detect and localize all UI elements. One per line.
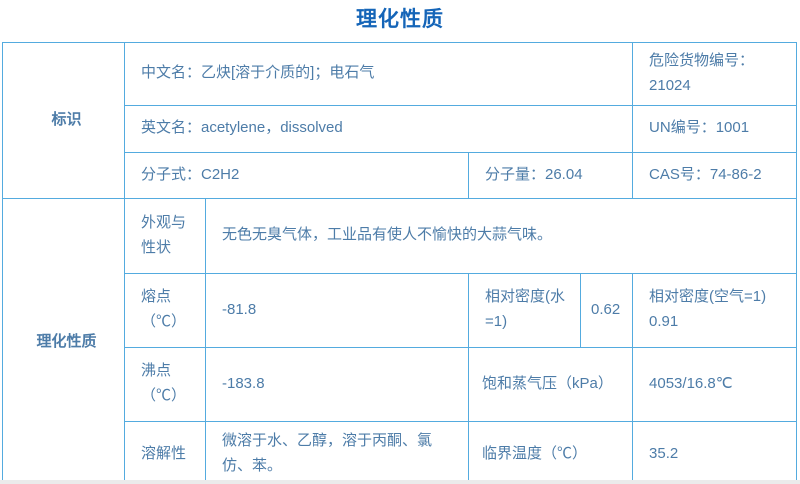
chemical-properties-table: 标识 中文名：乙炔[溶于介质的]；电石气 危险货物编号：21024 英文名：ac… bbox=[2, 42, 798, 484]
cas-number-cell: CAS号：74-86-2 bbox=[632, 151, 798, 199]
solubility-label-cell: 溶解性 bbox=[124, 420, 206, 484]
table-row: 溶解性 微溶于水、乙醇，溶于丙酮、氯仿、苯。 临界温度（℃） 35.2 bbox=[3, 420, 798, 484]
section-label-identification: 标识 bbox=[2, 42, 125, 199]
melting-point-label-cell: 熔点（℃） bbox=[124, 272, 206, 348]
table-row: 英文名：acetylene，dissolved UN编号：1001 bbox=[3, 104, 798, 153]
boiling-point-value-cell: -183.8 bbox=[205, 346, 469, 422]
critical-temperature-label-cell: 临界温度（℃） bbox=[467, 420, 634, 484]
vapor-pressure-value-cell: 4053/16.8℃ bbox=[632, 346, 798, 422]
vapor-pressure-label-cell: 饱和蒸气压（kPa） bbox=[467, 346, 634, 422]
section-label-properties: 理化性质 bbox=[2, 197, 125, 484]
table-row: 分子式：C2H2 分子量：26.04 CAS号：74-86-2 bbox=[3, 151, 798, 199]
table-row: 沸点（℃） -183.8 饱和蒸气压（kPa） 4053/16.8℃ bbox=[3, 346, 798, 422]
appearance-label-cell: 外观与性状 bbox=[124, 197, 206, 274]
page-title: 理化性质 bbox=[356, 8, 444, 31]
relative-density-air-cell: 相对密度(空气=1) 0.91 bbox=[632, 272, 798, 348]
molecular-weight-cell: 分子量：26.04 bbox=[467, 151, 634, 199]
melting-point-value-cell: -81.8 bbox=[205, 272, 469, 348]
solubility-value-cell: 微溶于水、乙醇，溶于丙酮、氯仿、苯。 bbox=[205, 420, 469, 484]
appearance-value-cell: 无色无臭气体，工业品有使人不愉快的大蒜气味。 bbox=[204, 197, 798, 274]
table-row: 熔点（℃） -81.8 相对密度(水=1) 0.62 相对密度(空气=1) 0.… bbox=[3, 272, 798, 348]
relative-density-water-label-cell: 相对密度(水=1) bbox=[468, 272, 581, 348]
table-row: 理化性质 外观与性状 无色无臭气体，工业品有使人不愉快的大蒜气味。 bbox=[2, 197, 798, 484]
chinese-name-cell: 中文名：乙炔[溶于介质的]；电石气 bbox=[123, 42, 634, 106]
dangerous-goods-number-cell: 危险货物编号：21024 bbox=[632, 42, 798, 106]
relative-density-water-value-cell: 0.62 bbox=[579, 272, 634, 348]
critical-temperature-value-cell: 35.2 bbox=[632, 420, 798, 484]
molecular-formula-cell: 分子式：C2H2 bbox=[124, 151, 469, 199]
english-name-cell: 英文名：acetylene，dissolved bbox=[123, 104, 634, 153]
un-number-cell: UN编号：1001 bbox=[632, 104, 798, 153]
page-bottom-edge bbox=[0, 480, 800, 484]
boiling-point-label-cell: 沸点（℃） bbox=[124, 346, 206, 422]
table-row: 标识 中文名：乙炔[溶于介质的]；电石气 危险货物编号：21024 bbox=[2, 42, 798, 199]
